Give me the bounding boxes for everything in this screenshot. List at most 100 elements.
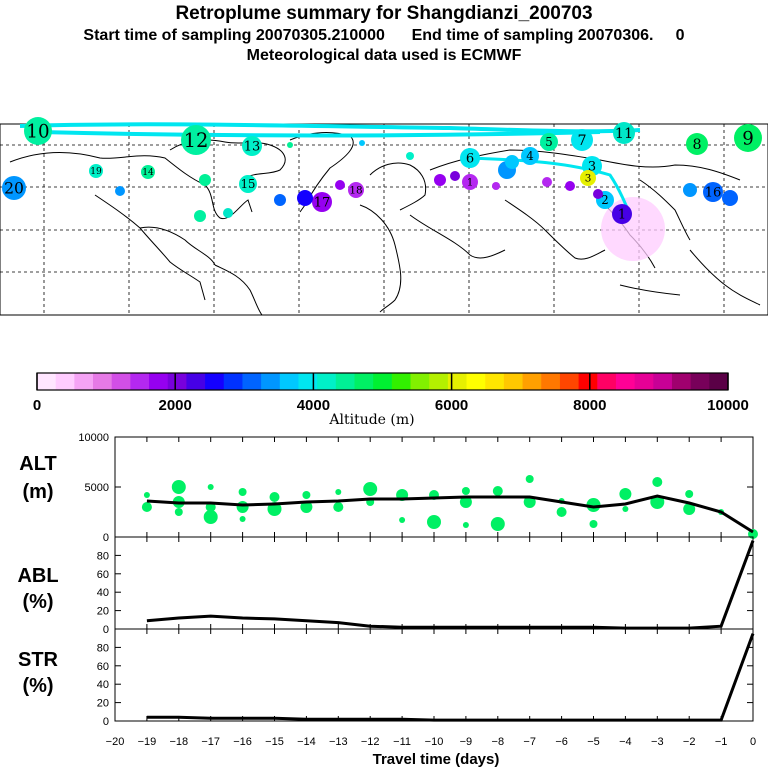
y-tick-label: 0	[103, 624, 109, 636]
colorbar-cell	[167, 373, 187, 390]
colorbar-cell	[335, 373, 355, 390]
panel-abl: 80 60 40 20 0 ABL (%)	[17, 536, 755, 636]
x-tick-label: −11	[393, 736, 411, 748]
x-tick-label: −16	[233, 736, 252, 748]
y-tick-label: 5000	[85, 482, 109, 494]
colorbar-cell	[298, 373, 318, 390]
trajectory-day-label: 1	[467, 177, 474, 189]
x-tick-label: 0	[750, 736, 756, 748]
altitude-point	[333, 502, 344, 512]
trajectory-day-label: 8	[692, 137, 701, 153]
trajectory-point	[335, 180, 345, 190]
altitude-point	[203, 510, 218, 524]
x-tick-label: −8	[492, 736, 505, 748]
altitude-point	[619, 488, 632, 500]
y-tick-label: 20	[97, 606, 109, 618]
y-tick-label: 20	[97, 698, 109, 710]
altitude-point	[239, 516, 246, 522]
altitude-point	[207, 484, 214, 490]
colorbar-cell	[279, 373, 299, 390]
altitude-point	[490, 517, 505, 531]
trajectory-point	[2, 176, 26, 200]
altitude-point	[525, 475, 534, 483]
colorbar-cell	[466, 373, 486, 390]
trajectory-point	[115, 186, 125, 196]
y-tick-label: 10000	[78, 432, 109, 444]
colorbar-cell	[709, 373, 729, 390]
trajectory-day-label: 2	[601, 193, 608, 207]
colorbar-cell	[391, 373, 412, 390]
colorbar-cell	[690, 373, 710, 390]
panel-label: ALT	[19, 453, 56, 475]
x-tick-label: −3	[651, 736, 664, 748]
altitude-point	[399, 517, 406, 523]
x-tick-label: −6	[555, 736, 568, 748]
colorbar-cell	[429, 373, 449, 390]
trajectory-point	[348, 182, 364, 198]
x-tick-label: −20	[106, 736, 125, 748]
trajectory-point	[686, 133, 708, 155]
trajectory-day-label: 16	[705, 186, 722, 201]
trajectory-point	[613, 122, 635, 144]
alt-series-line	[146, 494, 754, 534]
trajectory-day-label: 11	[615, 126, 633, 142]
trajectory-day-label: 7	[577, 133, 586, 149]
trajectory-day-label: 6	[466, 152, 474, 167]
trajectory-point	[505, 155, 519, 169]
altitude-point	[174, 508, 183, 516]
trajectory-point	[223, 208, 233, 218]
x-tick-label: −7	[523, 736, 536, 748]
colorbar-tick-label: 0	[33, 397, 41, 414]
y-tick-label: 0	[103, 716, 109, 728]
x-tick-label: −9	[460, 736, 473, 748]
trajectory-point	[406, 152, 414, 160]
colorbar-cell	[559, 373, 580, 390]
colorbar-cell	[130, 373, 150, 390]
colorbar-cell	[37, 373, 57, 390]
y-tick-label: 40	[97, 587, 109, 599]
panel-label: STR	[18, 649, 59, 671]
altitude-colorbar: 0 2000 4000 6000 8000 10000 Altitude (m)	[33, 372, 749, 428]
panel-unit: (m)	[22, 481, 53, 503]
x-tick-label: −5	[587, 736, 600, 748]
meteorological-data: Meteorological data used is ECMWF	[246, 47, 522, 64]
chart-title: Retroplume summary for Shangdianzi_20070…	[175, 3, 593, 24]
colorbar-cell	[317, 373, 337, 390]
trajectory-point	[450, 171, 460, 181]
colorbar-cell	[205, 373, 225, 390]
x-tick-label: −19	[138, 736, 157, 748]
x-tick-label: −17	[201, 736, 220, 748]
trajectory-day-label: 4	[526, 149, 533, 163]
colorbar-tick-label: 2000	[159, 397, 192, 414]
trajectory-point	[460, 148, 480, 168]
altitude-point	[683, 503, 696, 515]
colorbar-cell	[653, 373, 673, 390]
str-series-line	[146, 633, 755, 722]
trajectory-point	[565, 181, 575, 191]
y-tick-label: 0	[103, 532, 109, 544]
colorbar-label: Altitude (m)	[328, 412, 414, 428]
colorbar-cell	[578, 373, 598, 390]
altitude-point	[622, 506, 629, 512]
colorbar-cell	[373, 373, 393, 390]
trajectory-point	[434, 174, 446, 186]
colorbar-cell	[186, 373, 206, 390]
colorbar-cell	[74, 373, 94, 390]
trajectory-point	[580, 170, 596, 186]
trajectory-day-label: 10	[26, 121, 49, 142]
altitude-point	[171, 480, 186, 494]
colorbar-cell	[671, 373, 692, 390]
trajectory-day-label: 15	[241, 177, 256, 191]
trajectory-point	[734, 124, 762, 152]
trajectory-point	[287, 142, 293, 148]
altitude-point	[650, 495, 665, 509]
colorbar-cell	[634, 373, 654, 390]
colorbar-cell	[447, 373, 468, 390]
altitude-point	[335, 489, 342, 495]
colorbar-cell	[354, 373, 374, 390]
trajectory-point	[297, 190, 313, 206]
altitude-point	[461, 487, 470, 495]
x-tick-label: −10	[425, 736, 444, 748]
